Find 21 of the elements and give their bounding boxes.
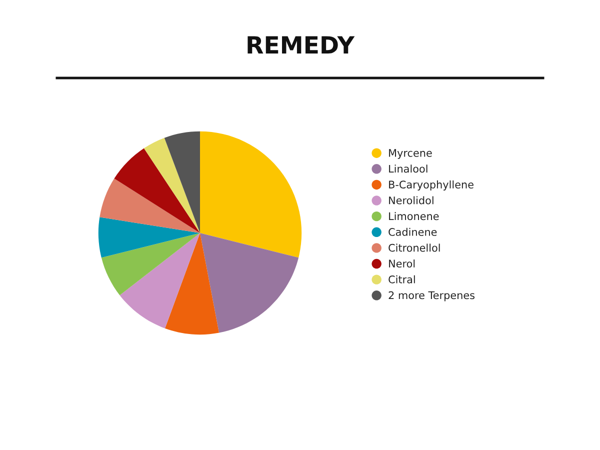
pie-slice: [164, 131, 200, 233]
legend-label: 2 more Terpenes: [388, 291, 474, 302]
pie-slice: [120, 233, 200, 328]
legend-label: Myrcene: [389, 149, 432, 159]
chart-title: REMEDY: [248, 36, 355, 54]
legend-label: Nerolidol: [389, 196, 434, 204]
legend-label: Citral: [388, 275, 415, 284]
pie-slice: [200, 233, 299, 333]
pie-slice: [200, 131, 302, 258]
legend-label: Cadinene: [388, 228, 437, 236]
legend-label: Nerol: [389, 259, 415, 268]
legend-label: Linalool: [389, 164, 428, 173]
pie-slice: [98, 217, 200, 258]
pie-slice: [114, 148, 200, 233]
legend-label: Citronellol: [388, 244, 440, 252]
pie-slice: [100, 178, 200, 233]
pie-slice: [144, 138, 200, 233]
legend-label: Limonene: [389, 212, 439, 220]
pie-slice: [101, 233, 200, 296]
pie-slice: [164, 233, 220, 335]
legend-label: B-Caryophyllene: [389, 180, 474, 191]
